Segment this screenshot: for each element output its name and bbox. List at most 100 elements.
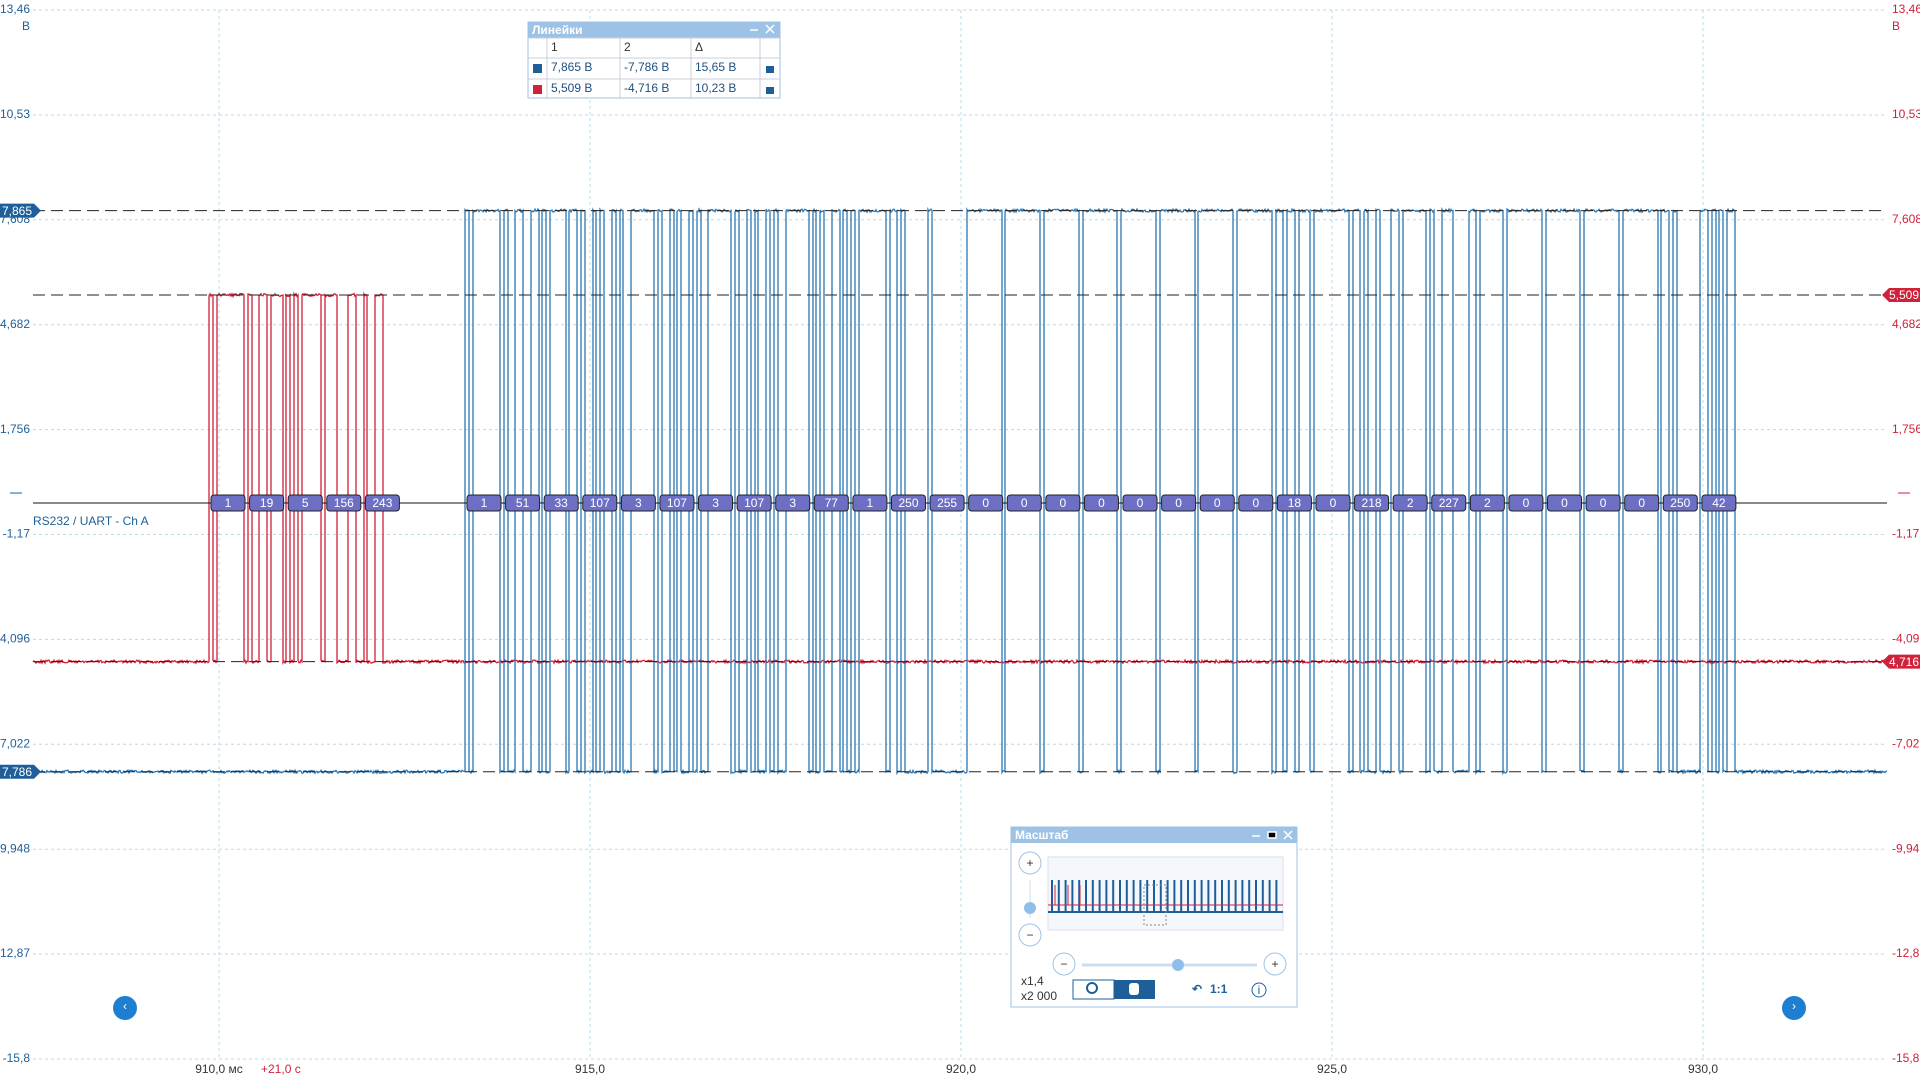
decode-value: 0 — [1523, 496, 1530, 510]
zoom-button[interactable] — [1018, 923, 1042, 947]
decode-box — [1122, 494, 1158, 512]
decode-value: 0 — [1214, 496, 1221, 510]
lock-icon[interactable] — [766, 87, 774, 94]
ruler-tag — [1882, 288, 1920, 303]
zoom-slider-knob[interactable] — [1024, 902, 1036, 914]
decode-box — [1045, 494, 1081, 512]
left-tick-label: -7,022 — [0, 736, 30, 750]
decode-value: 0 — [1021, 496, 1028, 510]
window-title-bar — [528, 22, 780, 38]
decode-value: 227 — [1439, 496, 1459, 510]
reset-arrow: ↶ — [1191, 982, 1202, 996]
decode-value: 19 — [260, 496, 274, 510]
decode-value: 218 — [1362, 496, 1382, 510]
right-tick-label: 7,608 — [1892, 212, 1920, 226]
decode-value: 51 — [516, 496, 530, 510]
window-title: Масштаб — [1015, 828, 1068, 842]
right-tick-label: -1,17 — [1892, 527, 1920, 541]
zoom-button[interactable] — [1263, 952, 1287, 976]
decode-box — [1701, 494, 1737, 512]
magnify-icon — [1086, 982, 1098, 994]
decode-box — [659, 494, 695, 512]
decode-value: 3 — [635, 496, 642, 510]
decode-value: 77 — [825, 496, 839, 510]
decode-value: 243 — [372, 496, 392, 510]
decode-box — [1508, 494, 1544, 512]
thumbnail-blue — [1048, 880, 1283, 913]
nav-right-icon: › — [1792, 999, 1796, 1013]
table-cell: 5,509 В — [551, 81, 592, 95]
left-tick-label: 10,53 — [0, 107, 30, 121]
left-tick-label: -12,87 — [0, 946, 30, 960]
decode-value: 1 — [867, 496, 874, 510]
right-tick-label: -15,8 — [1892, 1051, 1920, 1065]
left-tick-label: -4,096 — [0, 632, 30, 646]
decode-value: 0 — [1175, 496, 1182, 510]
zoom-button-icon: + — [1026, 856, 1033, 870]
decode-box — [620, 494, 656, 512]
decoder-label: RS232 / UART - Ch A — [33, 514, 149, 528]
decode-value: 0 — [1600, 496, 1607, 510]
table-cell: 15,65 В — [695, 60, 736, 74]
lock-icon[interactable] — [766, 66, 774, 73]
red-waveform — [32, 291, 1888, 666]
nav-right[interactable] — [1782, 996, 1806, 1020]
decode-value: 0 — [1060, 496, 1067, 510]
pan-slider-knob[interactable] — [1172, 959, 1184, 971]
decode-value: 107 — [667, 496, 687, 510]
zoom-button[interactable] — [1018, 851, 1042, 875]
left-tick-label: -15,8 — [3, 1051, 31, 1065]
decode-box — [249, 494, 285, 512]
decode-box — [813, 494, 849, 512]
zoom-button-icon: − — [1060, 957, 1067, 971]
decode-value: 3 — [789, 496, 796, 510]
decode-value: 1 — [225, 496, 232, 510]
x-tick-label: 925,0 — [1317, 1062, 1347, 1076]
nav-left-icon: ‹ — [123, 999, 127, 1013]
decode-box — [1431, 494, 1467, 512]
decode-value: 0 — [1638, 496, 1645, 510]
decode-box — [1161, 494, 1197, 512]
decode-value: 0 — [1330, 496, 1337, 510]
decode-value: 107 — [744, 496, 764, 510]
left-tick-label: 13,46 — [0, 2, 30, 16]
decode-box — [1083, 494, 1119, 512]
decode-box — [890, 494, 926, 512]
decode-box — [852, 494, 888, 512]
nav-left[interactable] — [113, 996, 137, 1020]
x-tick-label: 930,0 — [1688, 1062, 1718, 1076]
info-button[interactable] — [1251, 982, 1267, 998]
window-title-bar — [1011, 827, 1297, 843]
decode-value: 107 — [590, 496, 610, 510]
ruler-tag-label: 7,865 — [2, 204, 32, 218]
decode-box — [1006, 494, 1042, 512]
decode-value: 0 — [1252, 496, 1259, 510]
reset-button[interactable]: 1:1 — [1210, 982, 1228, 996]
thumbnail — [1047, 856, 1284, 931]
decode-box — [1315, 494, 1351, 512]
decode-box — [326, 494, 362, 512]
left-unit: В — [22, 19, 30, 33]
decode-box — [968, 494, 1004, 512]
thumbnail-red — [1048, 885, 1283, 906]
right-tick-label: 13,46 — [1892, 2, 1920, 16]
decode-box — [543, 494, 579, 512]
right-tick-label: 10,53 — [1892, 107, 1920, 121]
decode-value: 1 — [481, 496, 488, 510]
window-close[interactable] — [1252, 830, 1293, 840]
decode-value: 0 — [1098, 496, 1105, 510]
decode-box — [505, 494, 541, 512]
left-tick-label: -9,948 — [0, 841, 30, 855]
x-tick-label: 920,0 — [946, 1062, 976, 1076]
decode-box — [929, 494, 965, 512]
decode-value: 156 — [334, 496, 354, 510]
decode-value: 18 — [1288, 496, 1302, 510]
right-tick-label: -9,948 — [1892, 841, 1920, 855]
zoom-button[interactable] — [1052, 952, 1076, 976]
decode-box — [1238, 494, 1274, 512]
hand-icon — [1129, 983, 1139, 995]
ruler-tag-label: 5,509 — [1889, 288, 1919, 302]
blue-waveform — [32, 206, 1888, 776]
window-close[interactable] — [750, 24, 775, 34]
